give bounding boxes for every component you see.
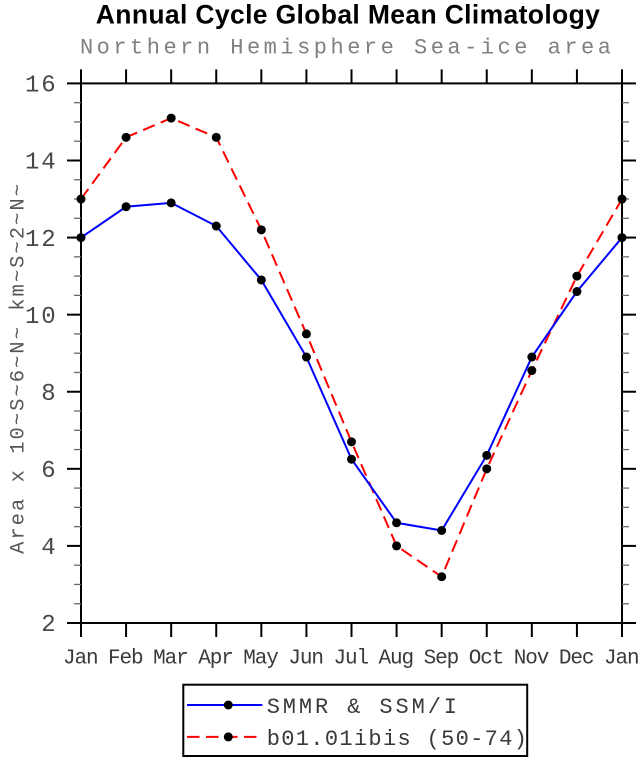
svg-text:8: 8	[41, 381, 57, 408]
svg-text:b01.01ibis (50-74): b01.01ibis (50-74)	[267, 727, 529, 752]
svg-text:Jan: Jan	[604, 648, 638, 671]
svg-text:Annual Cycle Global Mean Clima: Annual Cycle Global Mean Climatology	[96, 0, 600, 30]
svg-text:12: 12	[25, 227, 58, 254]
svg-text:16: 16	[25, 73, 58, 100]
svg-text:2: 2	[41, 612, 57, 639]
svg-text:Jun: Jun	[288, 648, 323, 671]
svg-text:4: 4	[41, 535, 57, 562]
svg-text:SMMR & SSM/I: SMMR & SSM/I	[267, 695, 460, 720]
svg-text:Dec: Dec	[559, 648, 594, 671]
svg-text:Mar: Mar	[153, 648, 188, 671]
svg-text:10: 10	[25, 304, 58, 331]
svg-text:May: May	[243, 648, 278, 671]
svg-text:Feb: Feb	[108, 648, 143, 671]
svg-text:6: 6	[41, 458, 57, 485]
svg-text:Nov: Nov	[514, 648, 549, 671]
svg-text:Northern Hemisphere Sea-ice ar: Northern Hemisphere Sea-ice area	[80, 36, 614, 61]
svg-text:Area x 10~S~6~N~ km~S~2~N~: Area x 10~S~6~N~ km~S~2~N~	[8, 182, 31, 554]
svg-text:Sep: Sep	[424, 648, 459, 671]
svg-text:Jan: Jan	[63, 648, 98, 671]
svg-text:14: 14	[25, 150, 58, 177]
svg-text:Apr: Apr	[198, 648, 233, 671]
svg-text:Aug: Aug	[379, 648, 414, 671]
svg-text:Oct: Oct	[469, 648, 504, 671]
svg-text:Jul: Jul	[333, 648, 368, 671]
